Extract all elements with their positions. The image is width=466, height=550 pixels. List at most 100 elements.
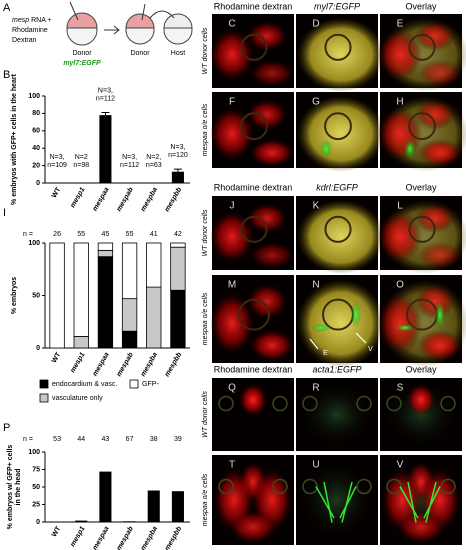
y-axis-label: % embryos with GFP+ cells in the heart	[11, 73, 18, 205]
x-tick-label: mespba	[140, 525, 159, 550]
signal	[250, 139, 294, 167]
panel-letter: A	[3, 2, 11, 14]
y-tick-label: 20	[32, 162, 40, 169]
n-value: 42	[174, 231, 182, 238]
signal	[418, 329, 462, 362]
legend-swatch	[39, 379, 49, 389]
x-tick-label: mespab	[116, 525, 136, 550]
n-label: n =	[23, 436, 33, 443]
y-tick-label: 0	[36, 345, 40, 352]
micrograph	[210, 275, 294, 363]
panel-letter: O	[396, 280, 404, 291]
micrograph	[296, 14, 385, 92]
legend-swatch	[129, 379, 139, 389]
signal	[229, 510, 277, 544]
injection-label: mesp RNA +	[12, 17, 52, 24]
host-cells	[163, 13, 193, 29]
column-header: Rhodamine dextran	[214, 364, 293, 374]
panel-letter: M	[228, 280, 236, 291]
annotation: n=112	[96, 95, 115, 102]
legend-label: vasculature only	[52, 395, 103, 402]
x-tick-label: mespab	[116, 351, 136, 378]
y-axis-label: % embryos w/ GFP+ cells	[7, 445, 14, 530]
x-tick-label: mesp1	[69, 525, 86, 548]
bar	[75, 520, 88, 522]
arrow-label: V	[368, 346, 373, 353]
signal	[415, 283, 455, 319]
annotation: n=112	[120, 162, 139, 169]
signal	[435, 300, 445, 329]
bar-segment	[97, 242, 114, 251]
micrograph	[378, 14, 466, 92]
panel-letter: H	[396, 97, 403, 108]
signal	[404, 139, 416, 159]
micrograph	[380, 455, 462, 545]
row-label: WT donor cells	[202, 391, 209, 438]
signal	[415, 203, 455, 233]
signal	[247, 203, 287, 233]
bar-segment	[170, 289, 186, 349]
arrow	[355, 332, 367, 344]
eye	[386, 395, 402, 412]
column-header: Overlay	[405, 1, 437, 11]
signal	[415, 21, 455, 51]
eye	[238, 298, 270, 331]
donor-cells	[66, 12, 98, 29]
bar-segment	[73, 336, 89, 349]
panel-letter: R	[312, 383, 319, 394]
row-label: mespaa o/e cells	[202, 473, 209, 526]
bar-segment	[121, 298, 138, 332]
legend-swatch	[39, 393, 49, 403]
n-value: 44	[77, 436, 85, 443]
micrograph	[210, 196, 294, 270]
micrograph	[380, 378, 462, 451]
eye	[302, 395, 318, 412]
x-tick-label: mespba	[140, 186, 159, 213]
y-tick-label: 100	[28, 449, 40, 456]
signal	[210, 292, 254, 355]
eye	[386, 478, 402, 495]
x-tick-label: mespba	[140, 351, 159, 378]
legend-label: GFP-	[142, 381, 159, 388]
bar-segment	[121, 330, 138, 349]
x-tick-label: WT	[51, 186, 63, 200]
signal	[397, 510, 445, 544]
n-value: 43	[102, 436, 110, 443]
panel-letter: S	[397, 383, 404, 394]
eye	[324, 33, 352, 61]
eye	[408, 215, 436, 243]
eye	[272, 478, 288, 495]
n-value: 38	[150, 436, 158, 443]
signal	[297, 199, 385, 274]
x-tick-label: mespbb	[164, 525, 184, 550]
panel-letter: P	[3, 422, 10, 434]
micrograph	[296, 196, 385, 274]
micrograph	[296, 275, 385, 368]
row-label: WT donor cells	[202, 209, 209, 256]
bar-segment	[146, 242, 162, 288]
panel-letter: F	[229, 97, 235, 108]
x-tick-label: mespab	[116, 186, 136, 213]
injection-line2: Rhodamine	[12, 27, 48, 34]
bar	[171, 171, 184, 183]
y-tick-label: 50	[32, 484, 40, 491]
annotation: N=3,	[50, 154, 65, 161]
eye	[440, 478, 456, 495]
arrow-label: E	[323, 350, 328, 357]
signal	[299, 381, 375, 448]
x-tick-label: mespaa	[92, 186, 111, 212]
x-tick-label: mesp1	[69, 186, 86, 209]
annotation: N=3,	[98, 87, 113, 94]
column-header: Rhodamine dextran	[214, 182, 293, 192]
y-tick-label: 0	[36, 180, 40, 187]
column-header: Overlay	[405, 364, 437, 374]
annotation: N=3,	[122, 154, 137, 161]
annotation: n=120	[168, 152, 188, 159]
column-header: Rhodamine dextran	[214, 1, 293, 11]
micrograph	[212, 378, 294, 451]
eye	[324, 112, 352, 141]
bar	[171, 491, 184, 522]
signal	[418, 241, 462, 269]
eye	[240, 112, 268, 141]
bar-segment	[170, 246, 186, 291]
